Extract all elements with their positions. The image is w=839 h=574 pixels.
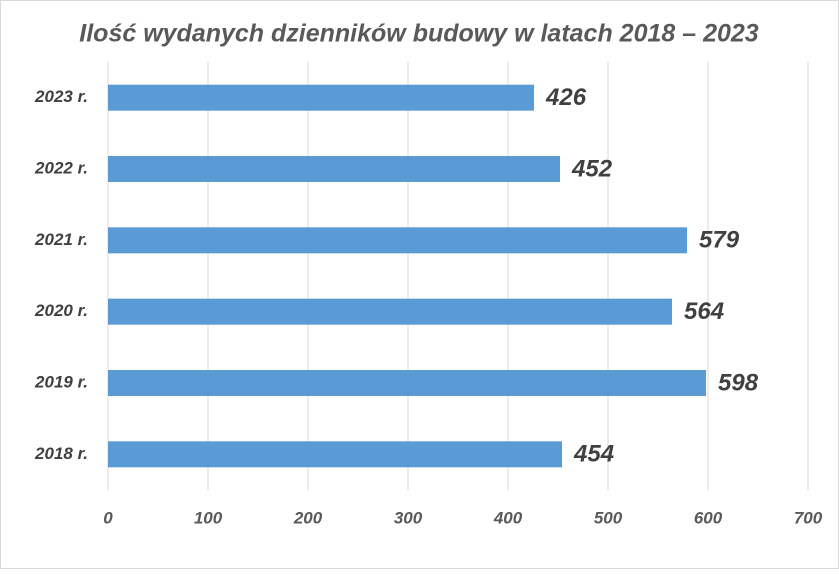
chart-title: Ilość wydanych dzienników budowy w latac… xyxy=(79,20,759,48)
bar xyxy=(108,441,562,468)
x-tick-label: 600 xyxy=(694,508,723,527)
x-tick-label: 700 xyxy=(794,508,823,527)
value-label: 426 xyxy=(545,84,587,111)
value-label: 564 xyxy=(684,298,724,325)
bar xyxy=(108,156,560,182)
x-tick-label: 500 xyxy=(594,508,623,527)
bar xyxy=(108,370,706,396)
value-label: 454 xyxy=(573,441,614,468)
y-tick-label: 2023 r. xyxy=(34,87,88,106)
x-tick-label: 300 xyxy=(394,508,423,527)
value-label: 579 xyxy=(699,227,740,254)
bar xyxy=(108,298,672,325)
value-label: 452 xyxy=(571,155,613,182)
y-tick-label: 2022 r. xyxy=(34,158,88,177)
x-tick-label: 0 xyxy=(103,508,113,527)
x-tick-label: 100 xyxy=(194,508,223,527)
y-tick-label: 2020 r. xyxy=(34,301,88,320)
y-tick-label: 2018 r. xyxy=(34,444,88,463)
y-tick-label: 2019 r. xyxy=(34,372,88,391)
bar xyxy=(108,227,687,254)
value-label: 598 xyxy=(718,369,759,396)
bar xyxy=(108,84,534,111)
y-tick-label: 2021 r. xyxy=(34,230,88,249)
x-tick-label: 400 xyxy=(493,508,523,527)
x-tick-label: 200 xyxy=(293,508,323,527)
